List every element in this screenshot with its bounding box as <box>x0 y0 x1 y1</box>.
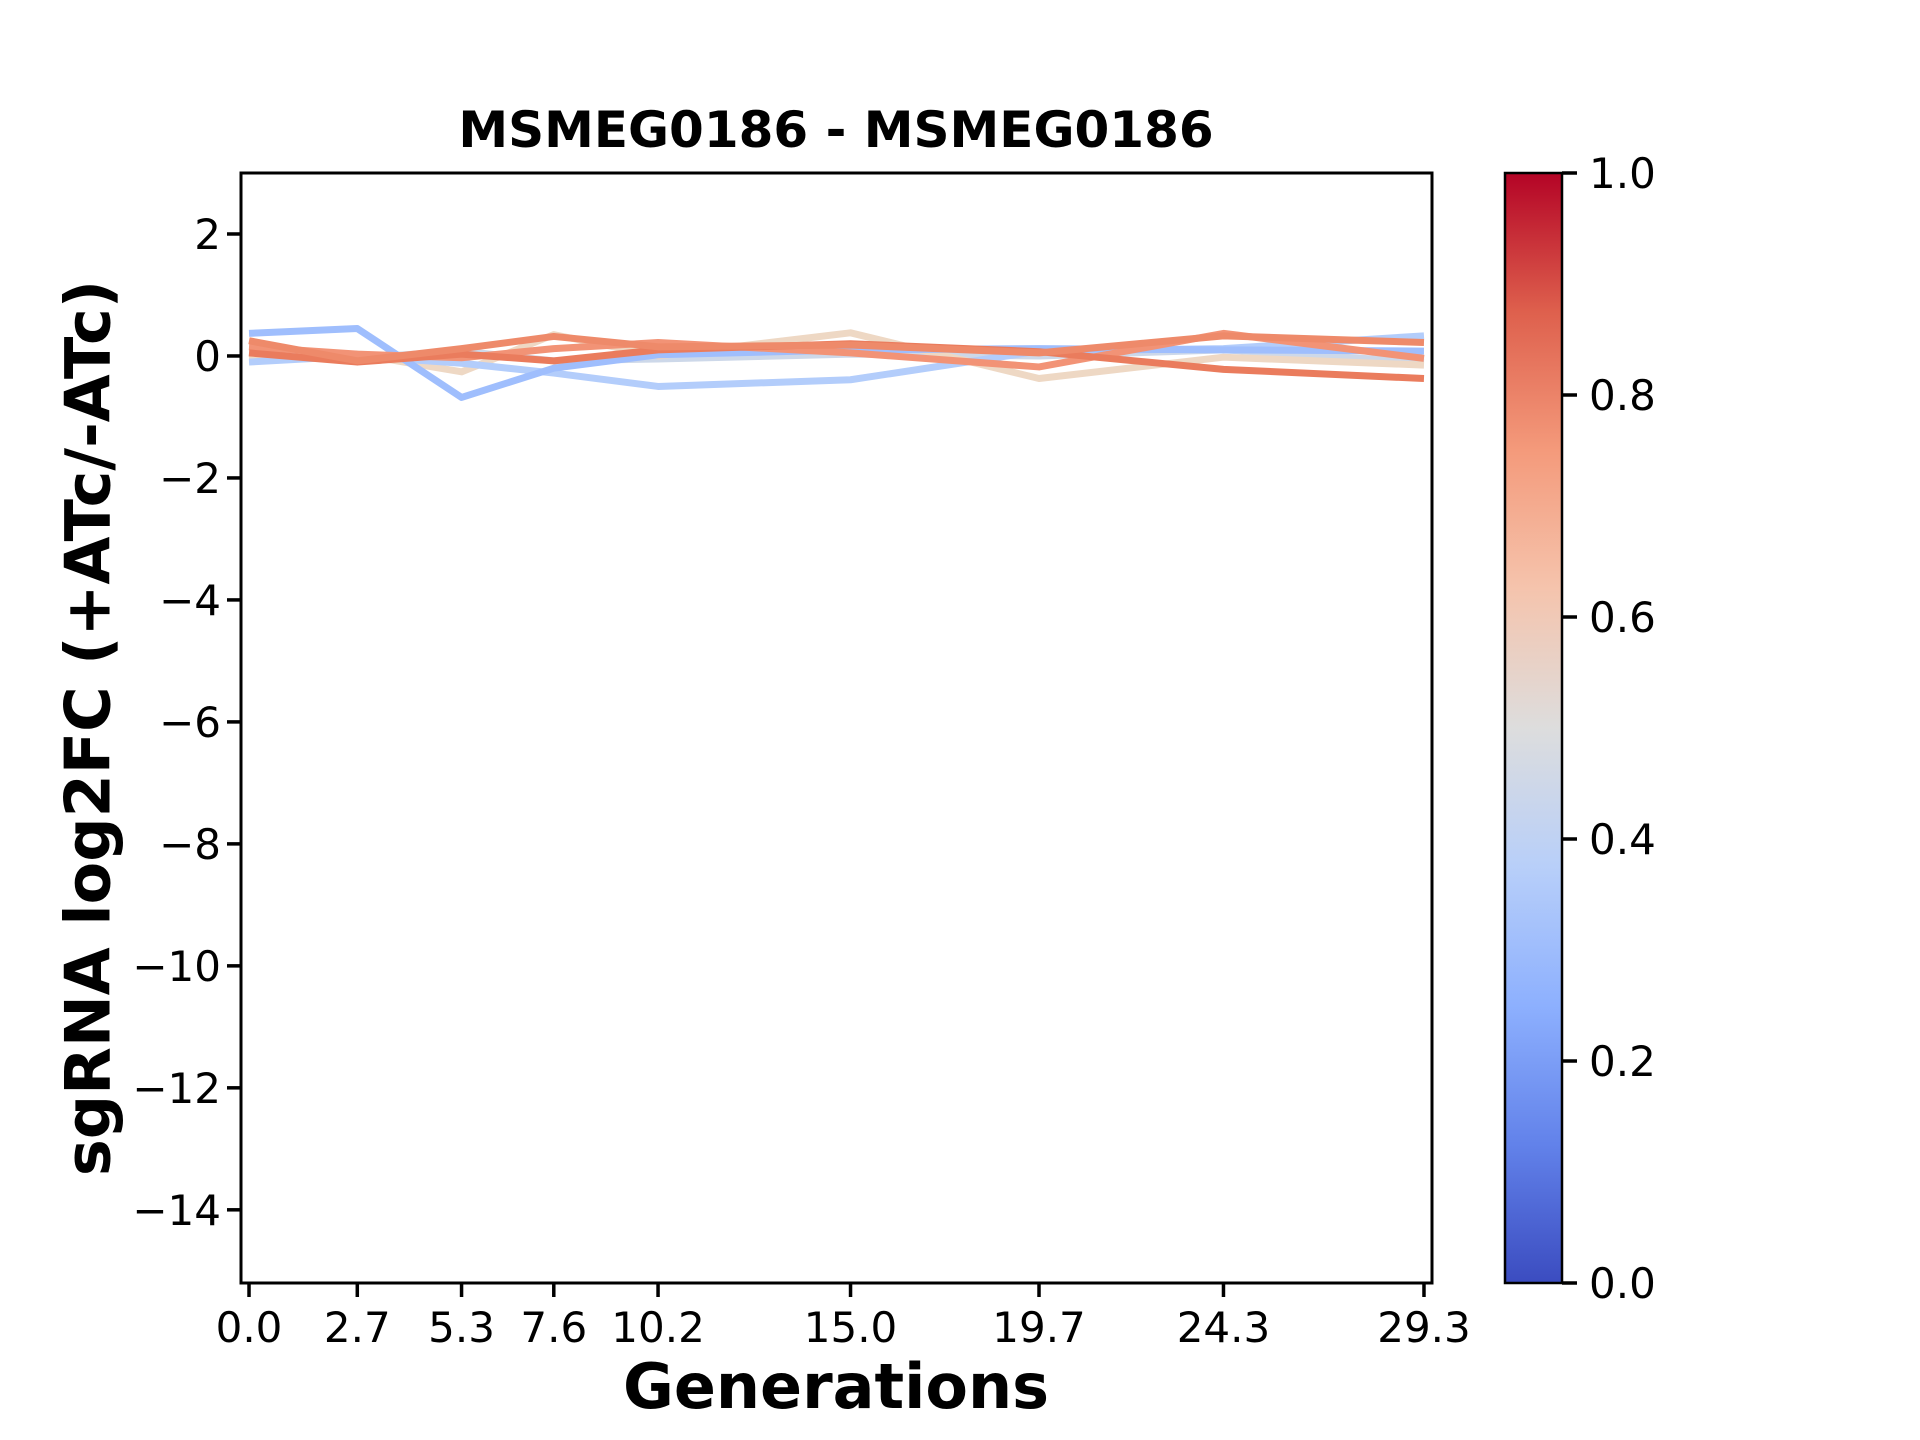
y-axis-label: sgRNA log2FC (+ATc/-ATc) <box>52 280 125 1176</box>
y-tick-label: −2 <box>159 454 221 503</box>
colorbar-tick-label: 0.0 <box>1589 1259 1656 1308</box>
chart-title: MSMEG0186 - MSMEG0186 <box>458 101 1213 159</box>
colorbar-gradient <box>1503 171 1564 1285</box>
colorbar: 1.0 0.8 0.6 0.4 0.2 0.0 <box>1503 149 1656 1308</box>
x-axis-label: Generations <box>623 1350 1049 1423</box>
y-axis-ticks: 2 0 −2 −4 −6 −8 −10 −12 −14 <box>132 210 241 1235</box>
series-line-sgRNA-blue-1 <box>248 325 1425 401</box>
x-axis-ticks: 0.0 2.7 5.3 7.6 10.2 15.0 19.7 24.3 29.3 <box>216 1283 1471 1352</box>
colorbar-tick-label: 0.2 <box>1589 1037 1656 1086</box>
x-tick-label: 0.0 <box>216 1303 283 1352</box>
x-tick-label: 10.2 <box>611 1303 705 1352</box>
y-tick-label: 0 <box>194 332 221 381</box>
y-tick-label: 2 <box>194 210 221 259</box>
colorbar-tick-label: 0.6 <box>1589 593 1656 642</box>
x-tick-label: 7.6 <box>520 1303 587 1352</box>
y-tick-label: −10 <box>132 942 221 991</box>
x-tick-label: 2.7 <box>324 1303 391 1352</box>
x-tick-label: 29.3 <box>1377 1303 1471 1352</box>
y-tick-label: −14 <box>132 1186 221 1235</box>
x-tick-label: 15.0 <box>804 1303 898 1352</box>
x-tick-label: 19.7 <box>992 1303 1086 1352</box>
plot-frame <box>239 171 1434 1285</box>
y-tick-label: −8 <box>159 820 221 869</box>
y-tick-label: −4 <box>159 576 221 625</box>
series-group <box>248 325 1425 401</box>
y-tick-label: −6 <box>159 698 221 747</box>
series-line-sgRNA-salmon-1 <box>248 332 1425 365</box>
y-tick-label: −12 <box>132 1064 221 1113</box>
colorbar-tick-label: 0.8 <box>1589 371 1656 420</box>
colorbar-tick-label: 1.0 <box>1589 149 1656 198</box>
plot-frame-group <box>239 171 1434 1285</box>
x-tick-label: 5.3 <box>428 1303 495 1352</box>
x-tick-label: 24.3 <box>1177 1303 1271 1352</box>
colorbar-tick-label: 0.4 <box>1589 815 1656 864</box>
